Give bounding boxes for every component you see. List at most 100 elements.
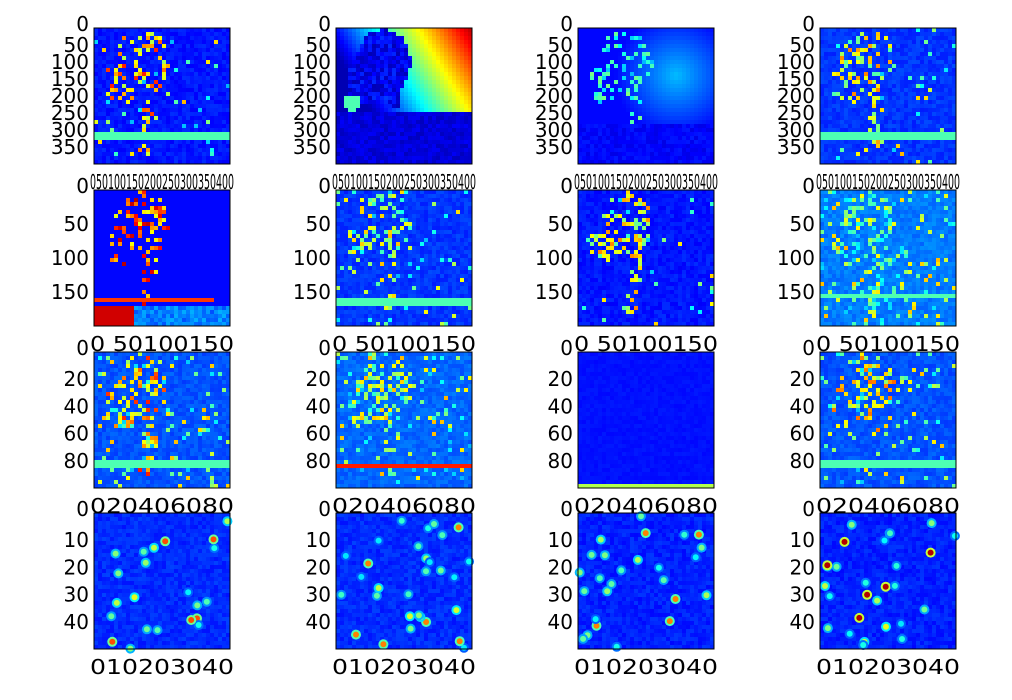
heatmap-cell <box>210 210 215 215</box>
heatmap-cell <box>340 40 345 45</box>
heatmap-cell <box>702 136 707 141</box>
y-tick-label: 300 <box>293 118 331 142</box>
heatmap-cell <box>436 64 441 69</box>
heatmap-cell <box>646 140 651 145</box>
heatmap-cell <box>630 36 635 41</box>
heatmap-cell <box>698 32 703 37</box>
heatmap-cell <box>674 48 679 53</box>
heatmap-cell <box>122 194 127 199</box>
heatmap-cell <box>388 56 393 61</box>
heatmap-cell <box>106 96 111 101</box>
heatmap-cell <box>106 52 111 57</box>
heatmap-cell <box>836 152 841 157</box>
heatmap-cell <box>630 32 635 37</box>
heatmap-cell <box>710 96 715 101</box>
heatmap-cell <box>360 64 365 69</box>
heatmap-cell <box>856 72 861 77</box>
heatmap-cell <box>436 36 441 41</box>
heatmap-cell <box>142 222 147 227</box>
heatmap-cell <box>674 136 679 141</box>
heatmap-cell <box>848 36 853 41</box>
heatmap-cell <box>158 84 163 89</box>
heatmap-cell <box>142 72 147 77</box>
heatmap-cell <box>114 148 119 153</box>
heatmap-cell <box>440 44 445 49</box>
heatmap-cell <box>908 84 913 89</box>
heatmap-cell <box>336 156 341 161</box>
heatmap-cell <box>848 148 853 153</box>
heatmap-cell <box>952 160 957 165</box>
heatmap-cell <box>896 32 901 37</box>
heatmap-cell <box>384 136 389 141</box>
heatmap-cell <box>916 40 921 45</box>
heatmap-cell <box>678 152 683 157</box>
heatmap-cell <box>598 112 603 117</box>
heatmap-cell <box>146 32 151 37</box>
heatmap-cell <box>352 108 357 113</box>
heatmap-cell <box>626 160 631 165</box>
heatmap-cell <box>364 68 369 73</box>
heatmap-cell <box>198 72 203 77</box>
heatmap-cell <box>340 68 345 73</box>
heatmap-cell <box>916 148 921 153</box>
heatmap-cell <box>416 56 421 61</box>
heatmap-cell <box>682 112 687 117</box>
heatmap-cell <box>190 84 195 89</box>
heatmap-cell <box>578 48 583 53</box>
heatmap-cell <box>864 60 869 65</box>
heatmap-cell <box>170 40 175 45</box>
heatmap-cell <box>642 76 647 81</box>
heatmap-cell <box>376 160 381 165</box>
heatmap-cell <box>610 108 615 113</box>
heatmap-cell <box>432 136 437 141</box>
heatmap-cell <box>820 80 825 85</box>
heatmap-cell <box>468 80 473 85</box>
heatmap-cell <box>174 104 179 109</box>
heatmap-cell <box>126 60 131 65</box>
heatmap-cell <box>872 40 877 45</box>
heatmap-cell <box>222 80 227 85</box>
heatmap-cell <box>150 72 155 77</box>
heatmap-cell <box>828 60 833 65</box>
heatmap-cell <box>828 48 833 53</box>
heatmap-cell <box>670 44 675 49</box>
heatmap-cell <box>154 76 159 81</box>
heatmap-cell <box>436 128 441 133</box>
heatmap-cell <box>464 108 469 113</box>
heatmap-cell <box>658 72 663 77</box>
heatmap-cell <box>206 96 211 101</box>
heatmap-cell <box>222 144 227 149</box>
heatmap-cell <box>646 76 651 81</box>
heatmap-cell <box>380 32 385 37</box>
heatmap-cell <box>468 36 473 41</box>
heatmap-cell <box>852 104 857 109</box>
heatmap-cell <box>840 72 845 77</box>
heatmap-cell <box>904 64 909 69</box>
heatmap-cell <box>106 140 111 145</box>
heatmap-cell <box>892 56 897 61</box>
heatmap-cell <box>158 36 163 41</box>
heatmap-cell <box>856 88 861 93</box>
heatmap-cell <box>860 80 865 85</box>
heatmap-cell <box>436 132 441 137</box>
heatmap-cell <box>694 60 699 65</box>
heatmap-cell <box>634 56 639 61</box>
heatmap-cell <box>940 48 945 53</box>
heatmap-cell <box>840 48 845 53</box>
heatmap-cell <box>214 132 219 137</box>
heatmap-cell <box>654 72 659 77</box>
heatmap-cell <box>360 92 365 97</box>
heatmap-cell <box>860 28 865 33</box>
heatmap-cell <box>698 48 703 53</box>
heatmap-cell <box>662 108 667 113</box>
heatmap-cell <box>582 108 587 113</box>
heatmap-cell <box>460 140 465 145</box>
heatmap-cell <box>610 116 615 121</box>
heatmap-cell <box>364 32 369 37</box>
heatmap-cell <box>404 140 409 145</box>
heatmap-cell <box>214 160 219 165</box>
heatmap-cell <box>694 156 699 161</box>
heatmap-cell <box>190 96 195 101</box>
heatmap-cell <box>876 68 881 73</box>
heatmap-cell <box>198 40 203 45</box>
